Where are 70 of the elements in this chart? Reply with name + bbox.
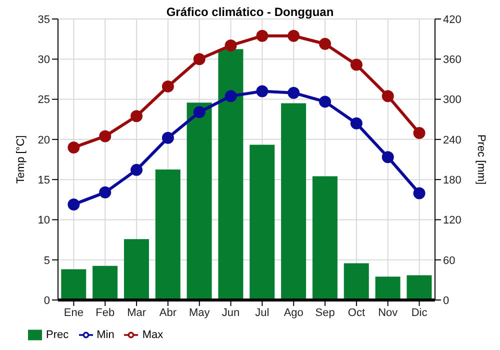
legend-label: Max: [142, 328, 164, 341]
y2-tick-label: 240: [443, 134, 462, 146]
point: [162, 132, 174, 144]
bar: [124, 239, 149, 300]
point: [382, 90, 394, 102]
y-tick-label: 35: [38, 14, 50, 26]
x-tick-label: Dic: [411, 306, 428, 319]
y2-tick-label: 120: [443, 214, 462, 227]
y-tick-label: 10: [38, 214, 50, 227]
bar: [92, 266, 118, 300]
x-tick-label: Nov: [378, 306, 398, 319]
point: [130, 164, 143, 176]
point: [162, 80, 174, 92]
point: [99, 130, 112, 142]
point: [350, 117, 362, 130]
x-tick-label: Ene: [64, 306, 84, 319]
x-tick-label: Jul: [255, 306, 270, 319]
point: [256, 30, 268, 42]
y2-axis-title: Prec [mm]: [475, 134, 488, 185]
y-tick-label: 5: [44, 254, 50, 267]
point: [224, 39, 237, 52]
y2-tick-label: 60: [443, 254, 456, 267]
point: [413, 187, 426, 200]
point: [193, 106, 206, 118]
y-tick-label: 25: [38, 94, 50, 106]
point: [193, 53, 206, 66]
point: [224, 90, 237, 102]
chart-title: Gráfico climático - Dongguan: [166, 5, 334, 19]
point: [68, 198, 80, 210]
y2-tick-label: 360: [443, 54, 462, 66]
y2-tick-label: 180: [443, 174, 462, 186]
bar: [218, 49, 244, 300]
point: [382, 151, 394, 164]
bar: [375, 276, 400, 300]
bar: [250, 144, 275, 300]
bar: [281, 103, 306, 300]
x-tick-label: Ago: [284, 306, 304, 319]
x-tick-label: Jun: [222, 306, 240, 319]
point: [319, 38, 332, 50]
bar: [155, 170, 180, 300]
point: [288, 30, 300, 42]
y-tick-label: 20: [38, 134, 50, 146]
bar: [312, 176, 338, 300]
x-tick-label: Sep: [315, 306, 335, 319]
bar: [61, 269, 86, 300]
bar: [406, 275, 432, 300]
x-tick-label: Mar: [127, 306, 146, 319]
point: [288, 86, 300, 99]
y2-tick-label: 300: [443, 94, 462, 106]
point: [413, 127, 426, 140]
x-tick-label: Abr: [159, 306, 177, 319]
legend-label: Prec: [46, 328, 69, 341]
x-tick-label: May: [188, 306, 210, 319]
y-tick-label: 0: [44, 294, 50, 307]
y-axis-title: Temp [°C]: [14, 135, 27, 184]
point: [256, 85, 268, 98]
y-tick-label: 30: [38, 54, 50, 66]
point: [319, 96, 332, 108]
y2-tick-label: 420: [443, 14, 462, 26]
bar: [186, 102, 212, 300]
bar: [344, 263, 369, 300]
x-tick-label: Oct: [348, 306, 366, 319]
point: [99, 186, 112, 198]
y2-tick-label: 0: [443, 294, 450, 307]
legend-label: Min: [96, 328, 114, 341]
x-tick-label: Feb: [96, 306, 115, 319]
point: [68, 141, 80, 154]
point: [130, 110, 143, 122]
point: [350, 58, 362, 71]
y-tick-label: 15: [38, 174, 50, 186]
